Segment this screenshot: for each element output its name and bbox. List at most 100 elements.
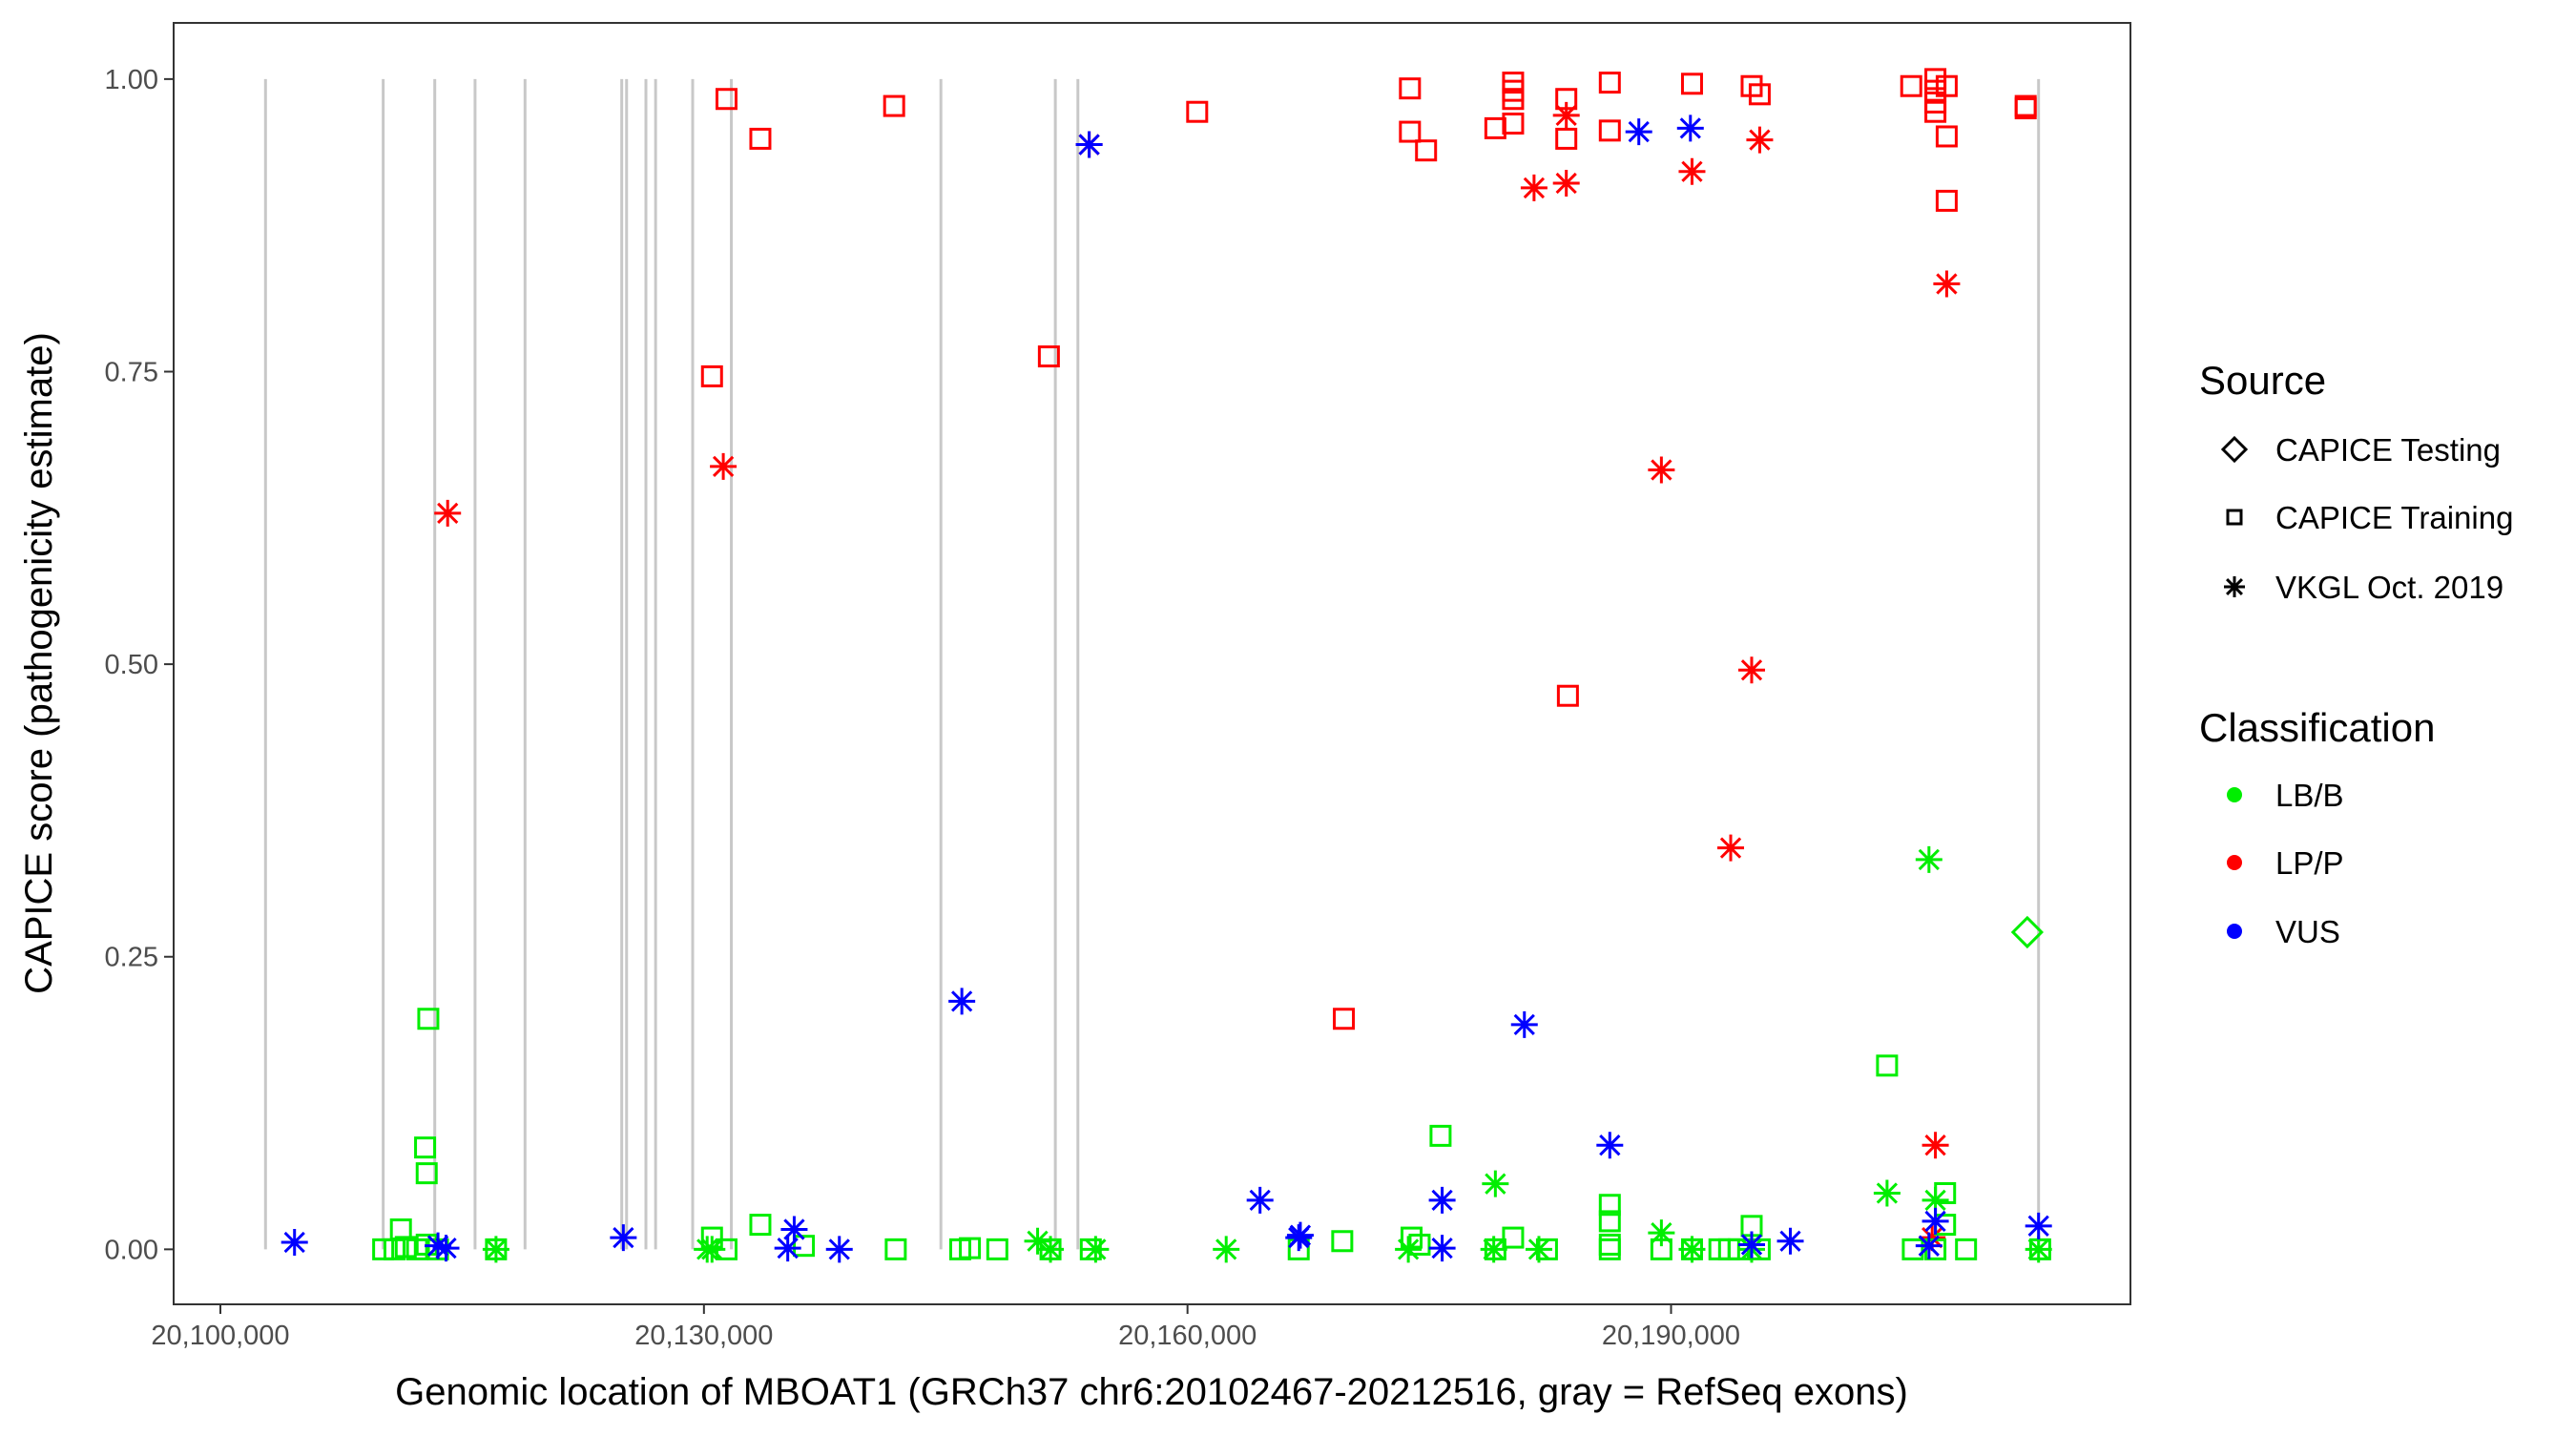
plot-panel-border [173, 22, 2131, 1305]
data-point-asterisk [1873, 1179, 1901, 1207]
data-point-asterisk [1520, 174, 1548, 201]
data-point-asterisk [1915, 1232, 1942, 1259]
data-point-square [1598, 1238, 1621, 1260]
data-point-square [414, 1136, 437, 1159]
data-point-asterisk [1082, 1236, 1110, 1263]
y-tick-label: 1.00 [105, 65, 158, 95]
data-point-asterisk [432, 1235, 460, 1262]
data-point-asterisk [1737, 656, 1765, 684]
y-tick-label: 0.50 [105, 650, 158, 680]
data-point-square [1924, 100, 1947, 123]
legend-item-label: VUS [2275, 914, 2340, 949]
legend-color-dot-icon [2227, 855, 2242, 870]
y-tick-label: 0.00 [105, 1235, 158, 1265]
data-point-square [749, 1214, 772, 1237]
data-point-asterisk [1922, 1132, 1949, 1159]
data-point-square [1924, 68, 1947, 91]
data-point-asterisk [1737, 1231, 1765, 1259]
data-point-square [883, 94, 905, 117]
data-point-asterisk [1552, 101, 1580, 129]
data-point-asterisk [1037, 1236, 1065, 1263]
data-points [280, 68, 2052, 1263]
data-point-asterisk [780, 1216, 808, 1243]
data-point-asterisk [1922, 1207, 1949, 1235]
data-point-square [1924, 79, 1947, 102]
data-point-square [715, 88, 737, 111]
data-point-asterisk [1915, 845, 1942, 873]
x-tick-label: 20,190,000 [1602, 1321, 1740, 1351]
legend-symbol-asterisk [2224, 576, 2245, 597]
data-point-asterisk [1596, 1132, 1624, 1159]
data-point-asterisk [1776, 1227, 1804, 1255]
data-point-square [959, 1237, 982, 1259]
data-point-square [1598, 119, 1621, 142]
data-point-asterisk [710, 452, 737, 480]
data-point-square [1680, 73, 1703, 95]
data-point-square [1502, 112, 1525, 135]
data-point-square [1876, 1054, 1899, 1077]
data-point-square [1935, 74, 1958, 97]
data-point-square [1331, 1230, 1354, 1253]
data-point-square [1415, 139, 1438, 162]
data-point-square [793, 1235, 816, 1258]
data-point-asterisk [1933, 270, 1961, 298]
data-point-asterisk [1678, 157, 1706, 185]
data-point-square [1935, 189, 1958, 212]
data-point-square [1598, 1233, 1621, 1256]
legend: Source Classification CAPICE Testing CAPI… [2199, 358, 2513, 949]
data-point-square [1900, 74, 1922, 97]
legend-symbol-diamond [2220, 435, 2249, 464]
x-tick-label: 20,100,000 [151, 1321, 289, 1351]
data-point-square [1502, 88, 1525, 111]
data-point-square [1598, 1194, 1621, 1217]
legend-item-label: VKGL Oct. 2019 [2275, 570, 2503, 605]
data-point-square [417, 1008, 440, 1030]
data-point-asterisk [774, 1235, 801, 1262]
data-point-square [1555, 127, 1578, 150]
data-point-asterisk [1746, 126, 1774, 154]
data-point-square [1484, 116, 1506, 139]
data-point-asterisk [1676, 114, 1704, 142]
legend-source-title: Source [2199, 358, 2326, 403]
data-point-square [1598, 1210, 1621, 1233]
y-tick-label: 0.75 [105, 357, 158, 387]
data-point-square [394, 1236, 417, 1259]
data-point-square [749, 127, 772, 150]
x-tick-label: 20,160,000 [1118, 1321, 1257, 1351]
data-point-asterisk [482, 1236, 509, 1263]
data-point-square [1935, 125, 1958, 148]
data-point-square [1186, 100, 1209, 123]
legend-item-label: CAPICE Testing [2275, 432, 2501, 468]
data-point-asterisk [1428, 1235, 1456, 1262]
data-point-asterisk [1024, 1227, 1051, 1255]
data-point-asterisk [425, 1232, 452, 1259]
data-point-asterisk [2025, 1236, 2052, 1263]
data-point-asterisk [1213, 1236, 1240, 1263]
legend-item-label: LB/B [2275, 778, 2344, 813]
exon-lines [263, 78, 2041, 1250]
data-point-square [1399, 77, 1422, 100]
data-point-square [700, 364, 723, 387]
data-point-asterisk [2025, 1212, 2052, 1239]
data-point-asterisk [1552, 170, 1580, 198]
legend-item-label: LP/P [2275, 845, 2344, 881]
data-point-square [1037, 345, 1060, 368]
y-axis-title: CAPICE score (pathogenicity estimate) [18, 332, 60, 994]
legend-color-dot-icon [2227, 787, 2242, 802]
data-point-asterisk [1648, 1219, 1675, 1247]
data-point-asterisk [1648, 456, 1675, 484]
data-point-square [884, 1238, 907, 1260]
data-point-square [986, 1238, 1008, 1260]
data-point-square [1901, 1238, 1924, 1260]
data-point-square [372, 1238, 395, 1260]
data-point-asterisk [1922, 1186, 1949, 1214]
data-point-asterisk [825, 1236, 853, 1263]
data-point-asterisk [280, 1229, 308, 1256]
legend-symbol-square [2226, 509, 2243, 526]
data-point-asterisk [1286, 1221, 1314, 1249]
data-point-square [1429, 1124, 1452, 1147]
x-axis-title: Genomic location of MBOAT1 (GRCh37 chr6:… [395, 1371, 1908, 1413]
y-axis: 0.00 0.25 0.50 0.75 1.00 [105, 65, 174, 1265]
data-point-asterisk [1717, 834, 1745, 862]
